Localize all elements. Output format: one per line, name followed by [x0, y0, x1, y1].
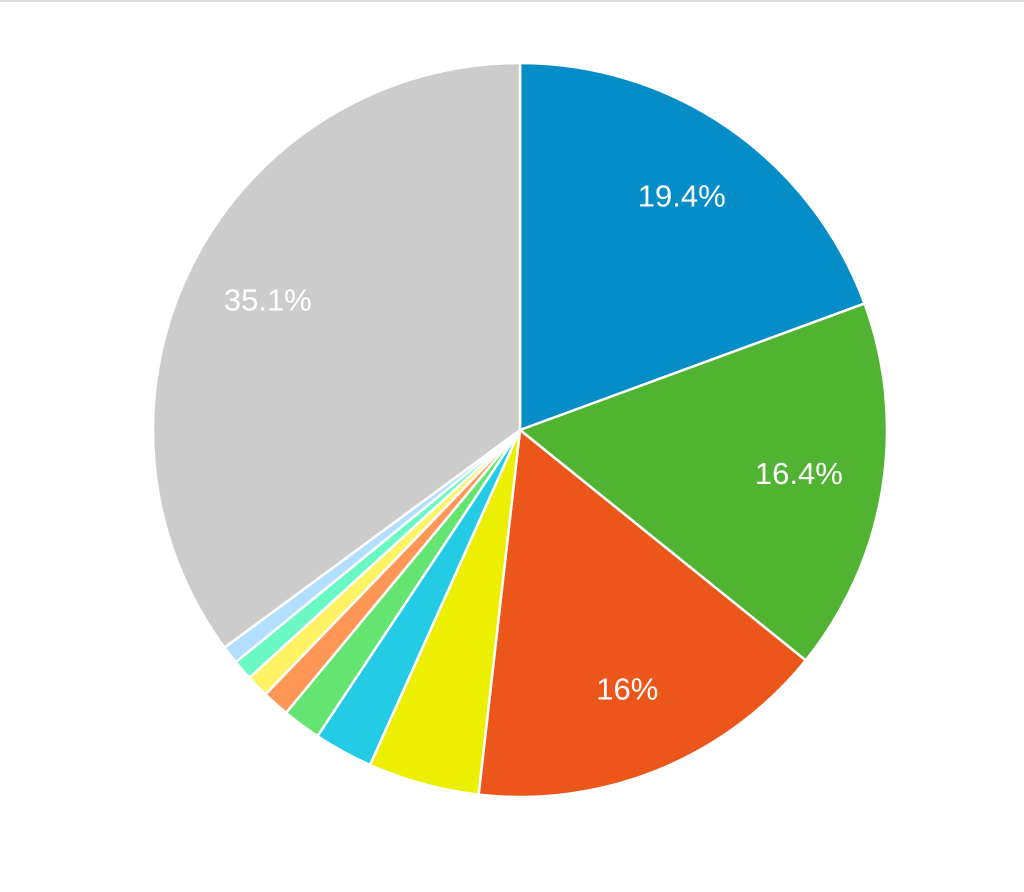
data-label: 19.4% — [638, 178, 726, 213]
data-label: 16% — [596, 672, 658, 707]
pie-slice — [477, 427, 808, 799]
data-label: 35.1% — [224, 283, 312, 318]
pie-slice — [518, 61, 867, 432]
pie-slice — [151, 61, 522, 650]
data-label: 16.4% — [755, 456, 843, 491]
pie-slice — [517, 301, 889, 663]
